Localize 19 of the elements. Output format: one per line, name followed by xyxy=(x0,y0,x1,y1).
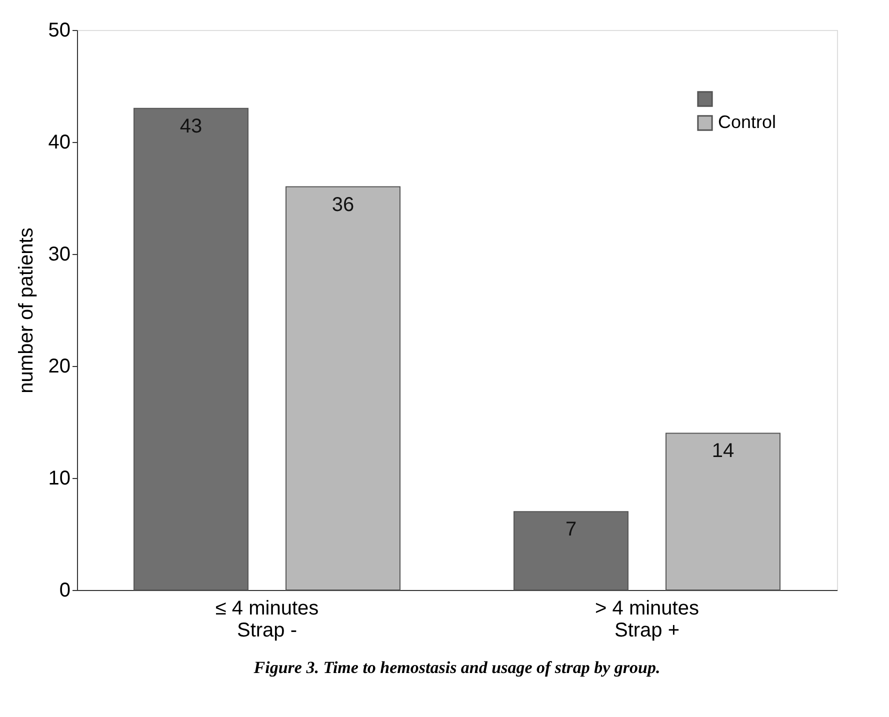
data-label: 43 xyxy=(180,115,202,138)
bar xyxy=(666,432,780,590)
bar xyxy=(286,186,400,590)
y-tick-label: 40 xyxy=(48,132,70,154)
data-label: 36 xyxy=(332,194,354,216)
bar xyxy=(514,511,628,590)
caption: Figure 3. Time to hemostasis and usage of strap by group. xyxy=(252,658,660,677)
data-label: 14 xyxy=(712,440,734,462)
bar xyxy=(134,108,248,590)
y-tick-label: 0 xyxy=(59,580,70,602)
y-tick-label: 20 xyxy=(48,356,70,378)
legend-label: Control xyxy=(718,112,776,132)
data-label: 7 xyxy=(565,518,577,541)
y-axis-title: number of patients xyxy=(15,228,38,394)
x-tick-label: > 4 minutes Strap + xyxy=(595,598,699,642)
y-tick-label: 50 xyxy=(48,20,70,42)
y-tick-label: 30 xyxy=(48,244,70,266)
y-tick-label: 10 xyxy=(48,468,70,490)
x-tick-label: ≤ 4 minutes Strap - xyxy=(215,598,319,642)
